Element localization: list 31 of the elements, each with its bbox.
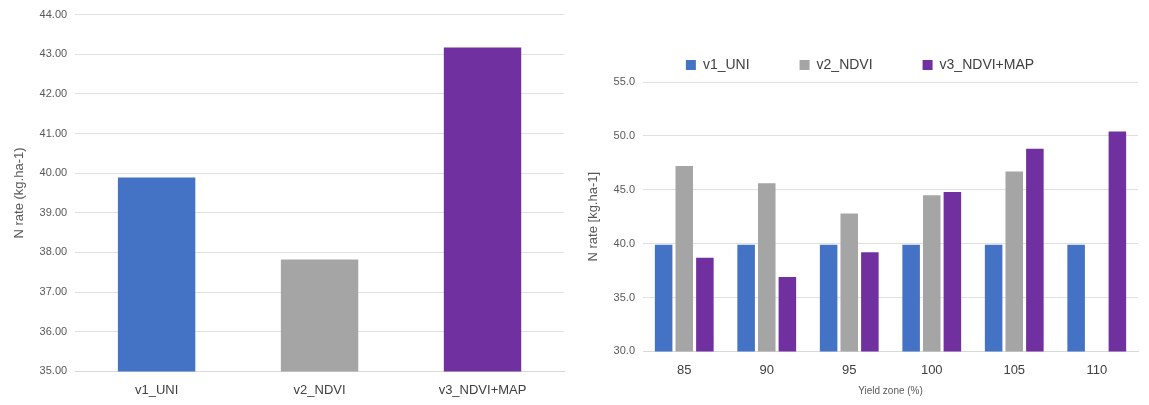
- legend-label: v2_NDVI: [816, 55, 873, 72]
- x-tick-label: 90: [759, 361, 774, 377]
- y-tick-label: 36.00: [39, 324, 68, 337]
- y-tick-label: 40.00: [39, 166, 68, 179]
- x-tick-label: v1_UNI: [134, 381, 179, 397]
- y-tick-label: 30.0: [613, 344, 636, 357]
- x-tick-label: v2_NDVI: [293, 381, 346, 397]
- x-tick-label: 110: [1086, 361, 1108, 377]
- y-tick-label: 42.00: [39, 86, 68, 99]
- y-tick-label: 40.0: [613, 236, 636, 249]
- y-tick-label: 35.0: [613, 290, 636, 303]
- x-tick-label: v3_NDVI+MAP: [438, 381, 527, 397]
- y-tick-label: 55.0: [613, 75, 636, 88]
- legend-label: v3_NDVI+MAP: [939, 55, 1035, 72]
- y-tick-label: 41.00: [39, 126, 68, 139]
- x-tick-label: 85: [677, 361, 692, 377]
- y-tick-label: 38.00: [39, 245, 68, 258]
- y-tick-label: 50.0: [613, 128, 636, 141]
- y-axis-title: N rate (kg.ha-1): [11, 147, 27, 239]
- y-tick-label: 43.00: [39, 47, 68, 60]
- legend-label: v1_UNI: [702, 55, 750, 72]
- x-tick-label: 105: [1003, 361, 1026, 377]
- x-tick-label: 95: [842, 361, 857, 377]
- y-tick-label: 44.00: [39, 7, 68, 20]
- y-tick-label: 39.00: [39, 205, 68, 218]
- y-tick-label: 37.00: [39, 285, 68, 298]
- y-tick-label: 45.0: [613, 182, 636, 195]
- y-axis-title: N rate [kg.ha-1]: [585, 171, 601, 262]
- x-tick-label: 100: [920, 361, 943, 377]
- y-tick-label: 35.00: [39, 364, 68, 377]
- x-axis-title: Yield zone (%): [858, 384, 923, 396]
